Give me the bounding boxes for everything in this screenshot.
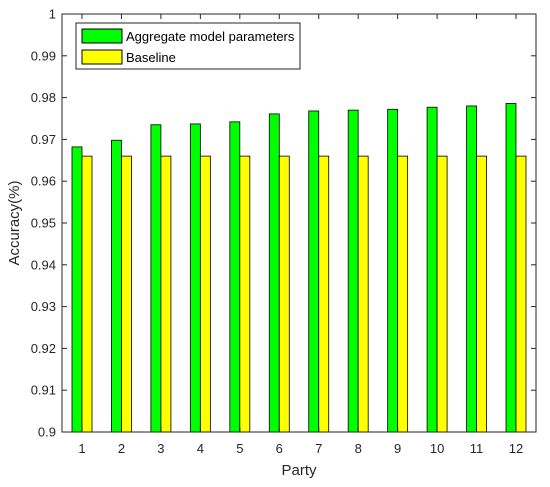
x-tick-label: 12 — [509, 441, 523, 456]
x-tick-label: 1 — [78, 441, 85, 456]
legend-swatch-baseline — [81, 49, 123, 65]
legend: Aggregate model parameters Baseline — [75, 22, 301, 70]
bar-aggregate-party-2 — [111, 139, 122, 433]
x-tick-label: 3 — [157, 441, 164, 456]
x-tick-label: 4 — [197, 441, 204, 456]
y-tick-label: 0.92 — [31, 341, 56, 356]
y-tick-label: 0.96 — [31, 174, 56, 189]
bar-aggregate-party-3 — [150, 124, 162, 433]
y-tick-label: 0.93 — [31, 299, 56, 314]
y-axis-label: Accuracy(%) — [6, 180, 23, 265]
y-tick-label: 0.98 — [31, 90, 56, 105]
bar-aggregate-party-12 — [505, 103, 517, 433]
bar-baseline-party-10 — [436, 155, 448, 433]
x-tick-label: 11 — [470, 441, 484, 456]
ticks-layer: 1 2 3 4 5 6 7 8 9 10 11 120.90.910.920.930.940.950.… — [31, 7, 536, 456]
bars-layer — [71, 103, 527, 433]
x-tick-label: 7 — [315, 441, 322, 456]
bar-baseline-party-2 — [121, 155, 132, 433]
y-tick-label: 0.99 — [31, 48, 56, 63]
bar-baseline-party-11 — [476, 155, 487, 433]
bar-baseline-party-9 — [397, 155, 409, 433]
x-tick-label: 5 — [236, 441, 243, 456]
y-tick-label: 0.97 — [31, 132, 56, 147]
bar-baseline-party-1 — [81, 155, 93, 433]
x-tick-label: 2 — [118, 441, 125, 456]
bar-aggregate-party-7 — [308, 110, 320, 433]
bar-baseline-party-5 — [239, 155, 251, 433]
bar-aggregate-party-10 — [426, 106, 438, 433]
bar-aggregate-party-1 — [71, 146, 83, 433]
x-axis-label: Party — [281, 462, 317, 479]
bar-baseline-party-12 — [515, 155, 527, 433]
y-tick-label: 0.94 — [31, 257, 56, 272]
bar-aggregate-party-11 — [466, 105, 477, 433]
x-tick-label: 9 — [394, 441, 401, 456]
y-tick-label: 0.91 — [31, 383, 56, 398]
legend-label-aggregate: Aggregate model parameters — [126, 29, 295, 44]
x-tick-label: 10 — [430, 441, 444, 456]
bar-aggregate-party-9 — [387, 108, 399, 433]
bar-baseline-party-3 — [160, 155, 172, 433]
bar-baseline-party-4 — [199, 155, 211, 433]
legend-label-baseline: Baseline — [126, 50, 176, 65]
plot-area — [62, 14, 536, 432]
bar-baseline-party-6 — [278, 155, 290, 433]
bar-aggregate-party-4 — [189, 123, 201, 433]
y-tick-label: 0.9 — [38, 425, 56, 440]
y-tick-label: 0.95 — [31, 216, 56, 231]
legend-swatch-aggregate — [81, 28, 123, 44]
bar-aggregate-party-5 — [229, 121, 241, 433]
x-tick-label: 6 — [276, 441, 283, 456]
bar-baseline-party-7 — [318, 155, 330, 433]
bar-baseline-party-8 — [357, 155, 369, 433]
bar-aggregate-party-6 — [268, 113, 280, 433]
y-tick-label: 1 — [49, 7, 56, 22]
bar-aggregate-party-8 — [347, 109, 359, 433]
x-tick-label: 8 — [355, 441, 362, 456]
